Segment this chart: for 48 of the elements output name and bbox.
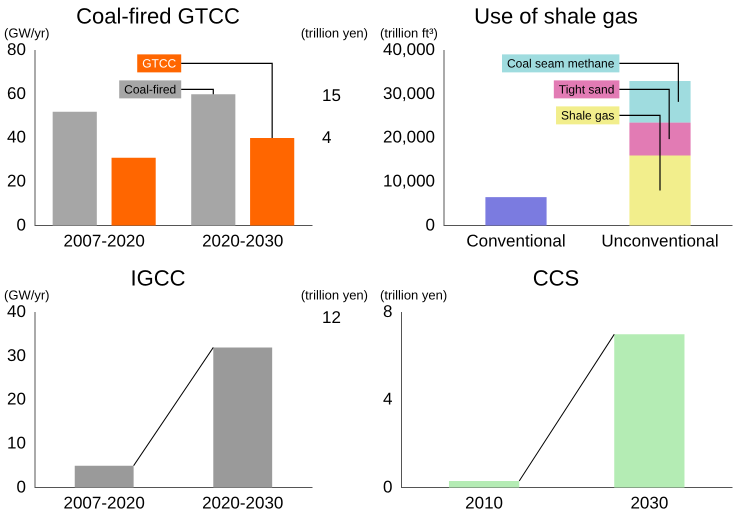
x-tick-label: Conventional [466, 231, 566, 250]
y-tick-label: 40 [6, 302, 26, 322]
y-tick-label: 0 [16, 477, 26, 496]
bar [250, 138, 294, 226]
y-axis-title: (trillion yen) [380, 287, 448, 302]
x-tick-label: 2020-2030 [202, 231, 284, 250]
chart-title: Use of shale gas [474, 3, 638, 28]
bar [191, 94, 236, 226]
y-tick-label: 10 [6, 433, 26, 452]
text: GTCC [142, 56, 177, 71]
y-tick-label: 20 [6, 390, 26, 409]
y-tick-label: 0 [426, 215, 435, 234]
y-tick-label: 60 [6, 84, 26, 103]
x-tick-label: Unconventional [601, 231, 719, 250]
y2-axis-title: (trillion yen) [300, 287, 368, 302]
chart-title: CCS [532, 265, 580, 290]
text: 12 [322, 308, 341, 328]
series-label: Coal seam methane [507, 56, 615, 71]
y-axis-title: (GW/yr) [4, 25, 50, 40]
y-tick-label: 30,000 [382, 84, 435, 103]
text: 15 [322, 86, 341, 106]
chart-title: IGCC [130, 265, 186, 290]
text: 4 [322, 128, 332, 148]
text: Tight sand [558, 82, 614, 97]
x-tick-label: 2030 [630, 493, 668, 512]
y-tick-label: 40 [6, 128, 26, 147]
chart-title: Coal-fired GTCC [76, 3, 240, 28]
x-tick-label: 2010 [465, 493, 504, 512]
x-tick-label: 2007-2020 [64, 493, 145, 512]
series-label: Coal-fired [124, 82, 176, 97]
y-tick-label: 10,000 [382, 171, 435, 190]
y-tick-label: 0 [382, 477, 392, 496]
y-tick-label: 20 [6, 171, 26, 190]
x-tick-label: 2020-2030 [202, 493, 284, 512]
bar [52, 112, 97, 226]
y-tick-label: 0 [16, 215, 26, 234]
y-tick-label: 40,000 [382, 40, 435, 60]
bar [112, 158, 156, 226]
y-tick-label: 20,000 [382, 128, 435, 147]
text: Shale gas [561, 108, 614, 123]
x-tick-label: 2007-2020 [64, 231, 145, 250]
y-tick-label: 80 [6, 40, 26, 60]
y2-axis-title: (trillion yen) [300, 25, 368, 40]
y-tick-label: 8 [382, 302, 392, 322]
y-axis-title: (trillion ft³) [380, 25, 438, 40]
y-axis-title: (GW/yr) [4, 287, 50, 302]
y-tick-label: 30 [6, 346, 26, 365]
y-tick-label: 4 [382, 390, 392, 409]
